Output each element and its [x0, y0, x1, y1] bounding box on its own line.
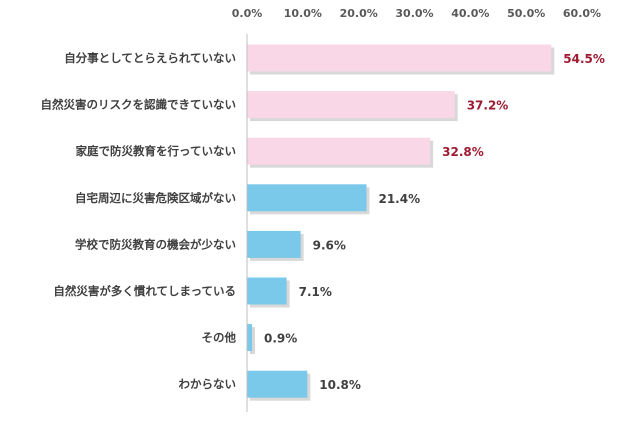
category-label: わからない [179, 377, 237, 391]
bar [247, 137, 431, 165]
x-tick-label: 60.0% [563, 7, 601, 20]
value-label: 21.4% [378, 192, 420, 206]
category-label: 学校で防災教育の機会が少ない [75, 237, 236, 251]
value-label: 9.6% [313, 238, 346, 252]
bar [247, 230, 301, 258]
x-tick-label: 30.0% [395, 7, 433, 20]
value-label: 32.8% [442, 145, 484, 159]
bar [247, 324, 253, 352]
value-label: 0.9% [264, 332, 297, 346]
value-label: 10.8% [319, 378, 361, 392]
bars [247, 44, 555, 401]
category-label: 自然災害が多く慣れてしまっている [53, 284, 236, 298]
bar [247, 370, 308, 398]
category-label: 家庭で防災教育を行っていない [76, 144, 236, 158]
bar-shadow [250, 327, 256, 355]
x-tick-label: 10.0% [284, 7, 322, 20]
category-label: 自分事としてとらえられていない [64, 51, 236, 65]
bar [247, 44, 552, 72]
value-label: 37.2% [467, 99, 509, 113]
value-label: 7.1% [299, 285, 332, 299]
x-tick-label: 20.0% [340, 7, 378, 20]
category-label: 自然災害のリスクを認識できていない [41, 98, 237, 112]
bar [247, 91, 455, 119]
value-labels: 54.5% 37.2% 32.8% 21.4% 9.6% 7.1% 0.9% 10.8% [264, 52, 605, 392]
x-axis-ticks: 0.0% 10.0% 20.0% 30.0% 40.0% 50.0% 60.0% [232, 7, 601, 20]
x-tick-label: 40.0% [451, 7, 489, 20]
category-labels: 自分事としてとらえられていない自然災害のリスクを認識できていない家庭で防災教育を… [41, 51, 237, 391]
category-label: その他 [202, 331, 237, 345]
x-tick-label: 0.0% [232, 7, 263, 20]
x-tick-label: 50.0% [507, 7, 545, 20]
bar [247, 184, 367, 212]
bar [247, 277, 287, 305]
category-label: 自宅周辺に災害危険区域がない [75, 191, 236, 205]
value-label: 54.5% [563, 52, 605, 66]
